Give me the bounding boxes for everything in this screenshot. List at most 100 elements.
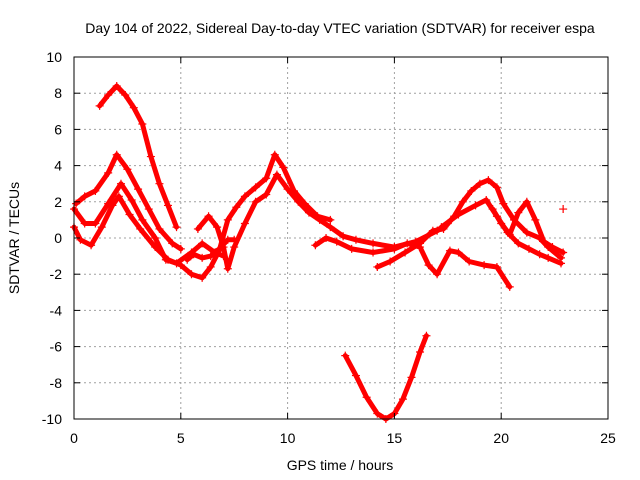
data-point (531, 215, 540, 224)
data-point (311, 241, 320, 250)
data-point (262, 190, 271, 199)
y-tick-label: 2 (54, 194, 62, 210)
data-point (557, 259, 566, 268)
data-point (294, 197, 303, 206)
data-point (499, 199, 508, 208)
data-point (251, 197, 260, 206)
data-point (151, 234, 160, 242)
data-point (112, 81, 121, 90)
data-point (206, 262, 215, 271)
data-point (445, 246, 454, 255)
data-point (125, 210, 134, 219)
data-point (347, 244, 356, 253)
data-point (492, 183, 501, 192)
data-point (544, 253, 553, 262)
y-tick-label: 4 (54, 158, 62, 174)
data-point (155, 179, 164, 188)
y-tick-label: 8 (54, 85, 62, 101)
y-tick-label: -10 (42, 411, 62, 427)
data-point (332, 237, 341, 246)
data-point (127, 195, 136, 204)
x-tick-label: 5 (177, 430, 185, 446)
data-point (559, 205, 568, 214)
data-point (72, 199, 81, 208)
data-point (215, 244, 224, 253)
data-point (108, 201, 117, 210)
data-point (398, 395, 407, 404)
data-point (341, 351, 350, 360)
y-tick-label: 6 (54, 121, 62, 137)
series-line (97, 83, 179, 230)
series-line (195, 172, 451, 272)
data-point (198, 273, 207, 282)
data-point (176, 261, 185, 270)
data-point (548, 243, 557, 252)
data-point (163, 255, 172, 264)
data-point (193, 224, 202, 233)
data-point (223, 264, 232, 273)
series-track-a (95, 81, 181, 232)
data-point (230, 235, 239, 244)
data-point (304, 208, 313, 217)
data-point (403, 239, 412, 248)
series-outlier (559, 205, 568, 214)
data-point (524, 244, 533, 253)
data-point (80, 219, 89, 228)
grid-layer (74, 57, 608, 419)
data-point (76, 235, 85, 244)
series-line (312, 235, 513, 290)
data-point (362, 393, 371, 402)
data-point (458, 197, 467, 206)
data-point (369, 239, 378, 248)
data-point (163, 201, 172, 210)
data-point (189, 250, 198, 259)
data-point (559, 248, 568, 257)
data-point (198, 239, 207, 248)
data-point (484, 176, 493, 185)
y-tick-label: 0 (54, 230, 62, 246)
data-point (539, 237, 548, 246)
data-point (87, 241, 96, 250)
data-point (232, 203, 241, 212)
x-tick-label: 15 (387, 430, 403, 446)
data-point (183, 255, 192, 264)
y-tick-label: 10 (46, 49, 62, 65)
data-point (146, 152, 155, 161)
x-tick-label: 25 (600, 430, 616, 446)
data-point (114, 192, 123, 201)
data-point (91, 186, 100, 195)
data-point (373, 409, 382, 418)
y-tick-label: -4 (50, 302, 63, 318)
data-point (151, 243, 160, 252)
data-point (272, 170, 281, 179)
data-point (390, 244, 399, 253)
data-point (454, 248, 463, 257)
data-point (116, 179, 125, 188)
data-point (407, 373, 416, 382)
data-point (480, 261, 489, 270)
x-tick-label: 10 (280, 430, 296, 446)
data-point (505, 282, 514, 291)
data-point (95, 101, 104, 110)
data-point (315, 215, 324, 224)
data-point (351, 371, 360, 380)
series-line (71, 181, 226, 266)
data-point (240, 219, 249, 228)
x-tick-label: 0 (70, 430, 78, 446)
chart-title: Day 104 of 2022, Sidereal Day-to-day VTE… (85, 20, 595, 36)
data-point (262, 174, 271, 183)
series-line (374, 177, 564, 270)
data-point (437, 223, 446, 232)
data-point (91, 219, 100, 228)
data-point (535, 250, 544, 259)
data-point (283, 185, 292, 194)
series-track-j (341, 331, 431, 423)
series-track-b (72, 150, 185, 253)
data-point (351, 235, 360, 244)
data-point (187, 270, 196, 279)
series-track-h (437, 195, 566, 268)
data-point (428, 226, 437, 235)
data-point (416, 348, 425, 357)
data-point (514, 208, 523, 217)
